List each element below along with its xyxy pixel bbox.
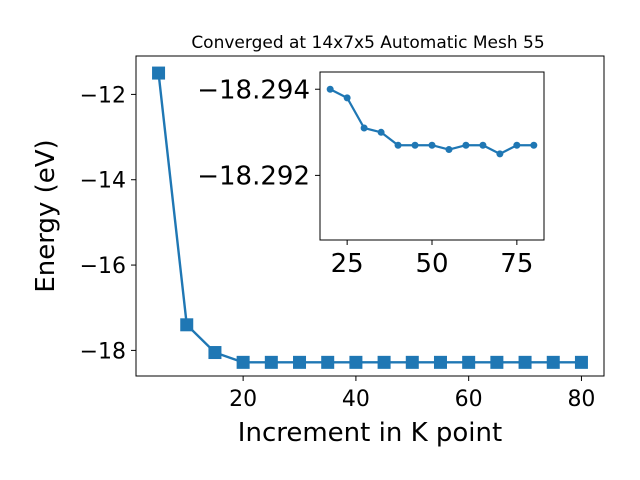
inset-background (320, 72, 544, 240)
inset-x-tick-label: 25 (331, 249, 364, 279)
main-x-tick-label: 20 (229, 387, 257, 412)
main-series-line (157, 72, 582, 364)
main-data-point (377, 355, 391, 369)
main-series (152, 66, 588, 369)
main-data-point (152, 66, 166, 80)
inset-data-point (513, 141, 521, 149)
main-data-point (490, 355, 504, 369)
inset-data-point (479, 141, 487, 149)
inset-data-point (428, 141, 436, 149)
inset-data-point (530, 141, 538, 149)
main-data-point (208, 346, 222, 360)
main-data-point (349, 355, 363, 369)
inset-data-point (326, 85, 334, 93)
main-data-point (462, 355, 476, 369)
inset-ticks: 25 50 75 −18.294 −18.292 (197, 76, 533, 279)
main-axes: Converged at 14x7x5 Automatic Mesh 55 20… (31, 33, 605, 448)
main-x-tick-label: 80 (567, 387, 595, 412)
inset-data-point (377, 128, 385, 136)
main-x-axis-label: Increment in K point (238, 418, 502, 448)
inset-series (326, 85, 538, 158)
main-y-tick-label: −18 (80, 339, 126, 364)
inset-y-tick-label: −18.292 (197, 162, 310, 192)
main-data-point (574, 355, 588, 369)
inset-plot-frame (319, 71, 545, 241)
inset-y-tick-label: −18.294 (197, 76, 310, 106)
inset-data-point (445, 146, 453, 154)
main-x-tick-label: 60 (455, 387, 483, 412)
inset-x-tick-label: 75 (500, 249, 533, 279)
main-ticks: 20 40 60 80 −12 −14 −16 −18 (80, 83, 596, 412)
main-y-tick-label: −12 (80, 83, 126, 108)
inset-data-point (496, 150, 504, 158)
main-x-tick-label: 40 (342, 387, 370, 412)
inset-x-tick-label: 50 (415, 249, 448, 279)
main-y-tick-label: −16 (80, 254, 126, 279)
main-data-point (546, 355, 560, 369)
main-y-axis-label: Energy (eV) (31, 139, 61, 292)
main-data-point (236, 355, 250, 369)
inset-data-point (343, 94, 351, 102)
main-y-tick-label: −14 (80, 169, 126, 194)
main-chart-title: Converged at 14x7x5 Automatic Mesh 55 (191, 33, 544, 53)
main-data-point (518, 355, 532, 369)
main-data-point (180, 318, 194, 332)
inset-data-point (394, 141, 402, 149)
main-data-point (264, 355, 278, 369)
inset-axes: 25 50 75 −18.294 −18.292 (197, 71, 545, 279)
main-data-point (433, 355, 447, 369)
main-data-point (293, 355, 307, 369)
main-data-point (405, 355, 419, 369)
main-plot-frame (135, 55, 605, 377)
inset-data-point (411, 141, 419, 149)
main-data-point (321, 355, 335, 369)
inset-data-point (360, 124, 368, 132)
inset-data-point (462, 141, 470, 149)
